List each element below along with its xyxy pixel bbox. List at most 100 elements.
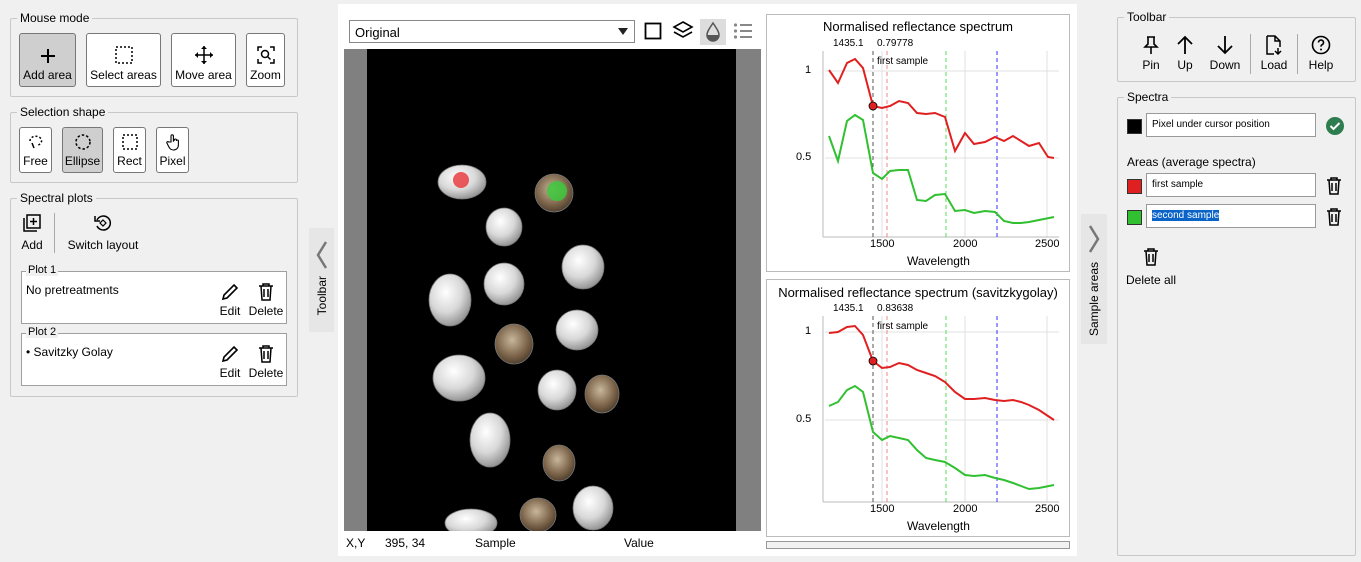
down-button[interactable]: Down xyxy=(1206,35,1244,72)
plot-2-description: • Savitzky Golay xyxy=(26,345,113,359)
chevron-right-icon xyxy=(1088,225,1100,253)
left-toolbar-tab[interactable]: Toolbar xyxy=(309,228,334,332)
plot-2-ytick-05: 0.5 xyxy=(796,413,812,425)
sample-areas-tab[interactable]: Sample areas xyxy=(1081,214,1107,344)
sample-areas-tab-label: Sample areas xyxy=(1087,262,1101,337)
spectral-plots-group: Spectral plots Add Switch layout Plot 1 … xyxy=(10,191,298,397)
plot-2-cursor-x: 1435.1 xyxy=(833,303,864,314)
move-arrows-icon xyxy=(194,46,213,64)
plot-2-xtick-2500: 2500 xyxy=(1035,503,1060,515)
ellipse-label: Ellipse xyxy=(64,154,101,168)
trash-icon[interactable] xyxy=(1325,176,1343,196)
load-button[interactable]: Load xyxy=(1258,35,1290,72)
add-area-button[interactable]: Add area xyxy=(19,33,76,87)
delete-plot-1-button[interactable]: Delete xyxy=(247,282,285,318)
ellipse-shape-button[interactable]: Ellipse xyxy=(62,127,103,173)
plot-1-xtick-2500: 2500 xyxy=(1035,238,1060,250)
plot-1-xtick-2000: 2000 xyxy=(953,238,978,250)
trash-icon[interactable] xyxy=(1325,207,1343,227)
second-sample-label: second sample xyxy=(1152,210,1220,221)
second-sample-marker[interactable] xyxy=(547,181,567,201)
pixel-label: Pixel xyxy=(159,154,186,168)
sample-label: Sample xyxy=(475,536,516,550)
second-sample-swatch[interactable] xyxy=(1127,210,1142,225)
check-circle-icon[interactable] xyxy=(1325,116,1345,136)
select-areas-label: Select areas xyxy=(90,68,157,82)
horizontal-scrollbar[interactable] xyxy=(766,541,1070,549)
rect-shape-button[interactable]: Rect xyxy=(113,127,146,173)
arrow-up-icon xyxy=(1177,35,1193,54)
delete-plot-2-button[interactable]: Delete xyxy=(247,344,285,380)
left-toolbar-tab-label: Toolbar xyxy=(314,276,329,316)
help-label: Help xyxy=(1308,58,1334,72)
down-label: Down xyxy=(1209,58,1241,72)
delete-all-button[interactable]: Delete all xyxy=(1124,247,1178,287)
list-icon[interactable] xyxy=(733,22,753,40)
layers-icon[interactable] xyxy=(672,20,694,42)
areas-title: Areas (average spectra) xyxy=(1127,155,1256,169)
plot-1-annotation: first sample xyxy=(877,56,929,67)
add-plot-button[interactable]: Add xyxy=(19,213,45,252)
plot-1-card: Plot 1 No pretreatments Edit Delete xyxy=(21,264,287,324)
delete-all-label: Delete all xyxy=(1125,273,1177,287)
add-plot-label: Add xyxy=(21,238,43,252)
plot-2-ytick-1: 1 xyxy=(805,325,812,337)
dotted-rect-icon xyxy=(114,46,133,64)
edit-plot-1-button[interactable]: Edit xyxy=(217,282,243,318)
edit-plot-2-label: Edit xyxy=(219,366,241,380)
plot-1-panel: Normalised reflectance spectrum 1435.1 0… xyxy=(766,14,1070,272)
add-area-label: Add area xyxy=(23,68,72,82)
lasso-icon xyxy=(28,135,42,149)
hand-pointer-icon xyxy=(165,134,179,151)
first-sample-swatch[interactable] xyxy=(1127,179,1142,194)
rect-label: Rect xyxy=(117,154,142,168)
plot-2-xlabel: Wavelength xyxy=(907,519,970,533)
plot-2-xtick-2000: 2000 xyxy=(953,503,978,515)
edit-plot-1-label: Edit xyxy=(219,304,241,318)
hyperspectral-image[interactable] xyxy=(367,49,736,531)
plot-1-chart[interactable] xyxy=(767,15,1071,273)
plot-2-title: Plot 2 xyxy=(26,326,59,338)
plot-1-title: Plot 1 xyxy=(26,264,59,276)
pin-button[interactable]: Pin xyxy=(1140,35,1162,72)
switch-layout-icon xyxy=(94,215,112,231)
plot-1-ytick-05: 0.5 xyxy=(796,151,812,163)
spectra-title: Spectra xyxy=(1124,90,1172,104)
switch-layout-button[interactable]: Switch layout xyxy=(65,213,141,252)
plot-1-cursor-y: 0.79778 xyxy=(877,38,914,49)
help-icon xyxy=(1311,35,1331,55)
up-label: Up xyxy=(1177,58,1193,72)
plot-2-cursor-y: 0.83638 xyxy=(877,303,914,314)
square-outline-icon[interactable] xyxy=(644,22,662,40)
zoom-button[interactable]: Zoom xyxy=(246,33,285,87)
cursor-spectrum-name[interactable]: Pixel under cursor position xyxy=(1146,113,1316,137)
select-areas-button[interactable]: Select areas xyxy=(86,33,161,87)
plus-icon xyxy=(40,49,55,63)
plot-2-xtick-1500: 1500 xyxy=(870,503,895,515)
mouse-mode-group: Mouse mode Add area Select areas Move ar… xyxy=(10,11,298,97)
up-button[interactable]: Up xyxy=(1173,35,1197,72)
right-toolbar-group: Toolbar Pin Up Down Load Help xyxy=(1117,10,1356,82)
image-mode-dropdown[interactable]: Original xyxy=(349,20,635,43)
free-label: Free xyxy=(23,154,48,168)
right-toolbar-title: Toolbar xyxy=(1124,10,1170,24)
toolbar-separator xyxy=(1250,34,1251,74)
load-label: Load xyxy=(1260,58,1288,72)
first-sample-label: first sample xyxy=(1152,179,1204,190)
second-sample-name-field[interactable]: second sample xyxy=(1146,204,1316,228)
plot-2-chart[interactable] xyxy=(767,280,1071,538)
first-sample-name-field[interactable]: first sample xyxy=(1146,173,1316,197)
selection-shape-title: Selection shape xyxy=(17,105,109,119)
add-plot-icon xyxy=(23,214,41,232)
pixel-shape-button[interactable]: Pixel xyxy=(156,127,189,173)
chevron-down-icon xyxy=(618,28,628,35)
pin-label: Pin xyxy=(1142,58,1160,72)
move-area-button[interactable]: Move area xyxy=(171,33,236,87)
cursor-color-swatch[interactable] xyxy=(1127,119,1142,134)
free-shape-button[interactable]: Free xyxy=(19,127,52,173)
first-sample-marker[interactable] xyxy=(453,172,469,188)
help-button[interactable]: Help xyxy=(1306,35,1336,72)
plot-1-description: No pretreatments xyxy=(26,283,119,297)
edit-plot-2-button[interactable]: Edit xyxy=(217,344,243,380)
plot-1-xlabel: Wavelength xyxy=(907,254,970,268)
